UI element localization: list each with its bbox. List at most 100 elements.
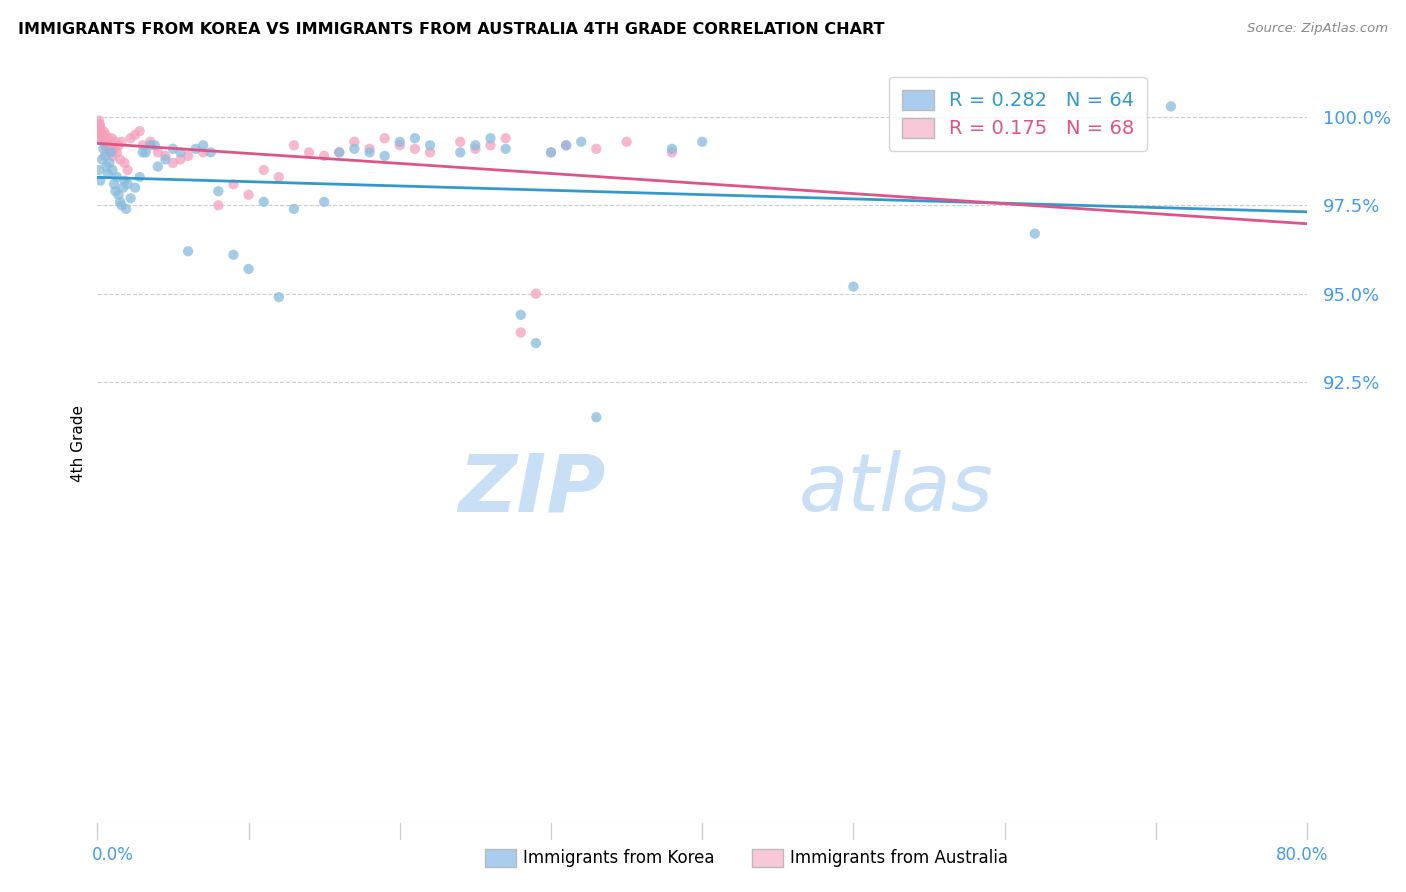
Text: Immigrants from Korea: Immigrants from Korea <box>523 849 714 867</box>
Point <box>96 135 118 149</box>
Point <box>388 135 411 149</box>
Point <box>146 145 169 160</box>
Point <box>115 202 138 216</box>
Text: Immigrants from Australia: Immigrants from Australia <box>790 849 1008 867</box>
Point <box>146 160 169 174</box>
Point <box>105 145 128 160</box>
Point <box>114 156 136 170</box>
Point <box>162 156 184 170</box>
Point <box>101 163 124 178</box>
Point <box>661 142 683 156</box>
Point <box>89 124 111 138</box>
Point <box>283 202 305 216</box>
Point <box>108 194 131 209</box>
Point <box>690 135 713 149</box>
Point <box>93 131 115 145</box>
Point <box>200 145 222 160</box>
Point <box>155 149 177 163</box>
Point <box>464 138 486 153</box>
Point <box>114 173 136 187</box>
Point <box>464 142 486 156</box>
Point <box>585 410 607 425</box>
Point <box>124 180 146 194</box>
Point <box>616 135 638 149</box>
Point <box>207 184 229 198</box>
Point <box>177 149 200 163</box>
Point <box>359 145 381 160</box>
Point <box>107 138 129 153</box>
Point <box>404 131 426 145</box>
Point <box>193 145 215 160</box>
Point <box>90 153 112 167</box>
Point <box>222 248 245 262</box>
Point <box>155 153 177 167</box>
Point <box>359 142 381 156</box>
Point <box>842 279 865 293</box>
Point <box>283 138 305 153</box>
Text: 0.0%: 0.0% <box>91 846 134 863</box>
Point <box>100 131 122 145</box>
Point <box>343 142 366 156</box>
Point <box>91 135 114 149</box>
Point <box>87 113 110 128</box>
Point <box>374 131 396 145</box>
Point <box>328 145 350 160</box>
Point <box>139 135 162 149</box>
Point <box>103 142 125 156</box>
Point <box>238 261 260 276</box>
Point <box>177 244 200 259</box>
Point <box>555 138 578 153</box>
Point <box>98 156 121 170</box>
Point <box>87 117 110 131</box>
Point <box>222 177 245 191</box>
Point <box>267 290 290 304</box>
Point <box>97 138 120 153</box>
Point <box>94 138 117 153</box>
Point <box>139 138 162 153</box>
Legend: R = 0.282   N = 64, R = 0.175   N = 68: R = 0.282 N = 64, R = 0.175 N = 68 <box>890 77 1147 151</box>
Point <box>87 120 110 135</box>
Point <box>108 153 131 167</box>
Point <box>314 149 336 163</box>
Point <box>495 142 517 156</box>
Point <box>509 308 531 322</box>
Point <box>132 138 155 153</box>
Point <box>104 184 127 198</box>
Point <box>117 177 139 191</box>
Point <box>298 145 321 160</box>
Point <box>100 145 122 160</box>
Point <box>110 198 132 212</box>
Point <box>94 149 117 163</box>
Point <box>524 286 547 301</box>
Point <box>101 149 124 163</box>
Point <box>238 187 260 202</box>
Text: 80.0%: 80.0% <box>1277 846 1329 863</box>
Point <box>1024 227 1046 241</box>
Point <box>103 177 125 191</box>
Point <box>404 142 426 156</box>
Point <box>374 149 396 163</box>
Point <box>328 145 350 160</box>
Point <box>419 138 441 153</box>
Point <box>569 135 592 149</box>
Point <box>162 142 184 156</box>
Point <box>132 145 155 160</box>
Point <box>90 131 112 145</box>
Text: Source: ZipAtlas.com: Source: ZipAtlas.com <box>1247 22 1388 36</box>
Point <box>509 326 531 340</box>
Point <box>89 117 111 131</box>
Text: ZIP: ZIP <box>458 450 606 528</box>
Point <box>169 153 191 167</box>
Point <box>120 131 142 145</box>
Point <box>107 187 129 202</box>
Point <box>555 138 578 153</box>
Point <box>661 145 683 160</box>
Point <box>100 142 122 156</box>
Point <box>524 336 547 351</box>
Point <box>540 145 562 160</box>
Point <box>419 145 441 160</box>
Point <box>96 142 118 156</box>
Y-axis label: 4th Grade: 4th Grade <box>72 405 86 483</box>
Text: atlas: atlas <box>799 450 994 528</box>
Text: IMMIGRANTS FROM KOREA VS IMMIGRANTS FROM AUSTRALIA 4TH GRADE CORRELATION CHART: IMMIGRANTS FROM KOREA VS IMMIGRANTS FROM… <box>18 22 884 37</box>
